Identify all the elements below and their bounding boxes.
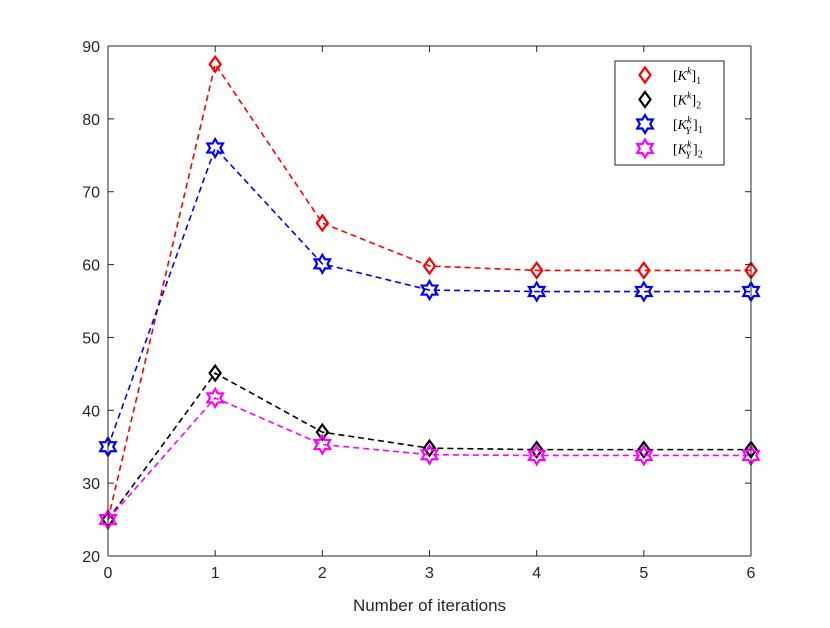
y-tick-label-50: 50 bbox=[82, 330, 100, 347]
x-axis-title: Number of iterations bbox=[353, 596, 506, 615]
x-tick-label-5: 5 bbox=[639, 565, 648, 582]
series-1-point-1 bbox=[208, 54, 223, 74]
legend-label-1: [Kk]1 bbox=[673, 66, 701, 87]
series-4-point-1 bbox=[205, 386, 225, 410]
x-tick-label-1: 1 bbox=[211, 565, 220, 582]
series-1-point-3 bbox=[422, 256, 437, 276]
y-tick-label-20: 20 bbox=[82, 549, 100, 566]
series-2-line bbox=[107, 372, 751, 521]
x-tick-label-3: 3 bbox=[425, 565, 434, 582]
series-3-point-4 bbox=[526, 280, 547, 303]
legend-label-4: [Kk Y]2 bbox=[673, 140, 703, 162]
series-3-line bbox=[107, 146, 751, 447]
legend-label-3: [Kk Y]1 bbox=[673, 115, 703, 137]
ticks-layer: 0 1 2 3 4 5 6 20 30 40 50 60 70 80 90 bbox=[82, 39, 755, 582]
x-tick-label-4: 4 bbox=[532, 565, 541, 582]
legend-label-2: [Kk]2 bbox=[673, 91, 701, 112]
legend-item-4: [Kk Y]2 bbox=[635, 137, 703, 162]
legend-item-2: [Kk]2 bbox=[638, 90, 701, 112]
y-tick-label-80: 80 bbox=[82, 112, 100, 129]
legend-marker-1 bbox=[638, 65, 652, 85]
x-tick-label-2: 2 bbox=[318, 565, 327, 582]
x-tick-label-6: 6 bbox=[747, 565, 756, 582]
series-4-point-5 bbox=[634, 444, 654, 467]
y-tick-label-40: 40 bbox=[82, 403, 100, 420]
y-tick-label-90: 90 bbox=[82, 39, 100, 56]
legend-marker-3 bbox=[635, 112, 655, 136]
series-3-point-5 bbox=[634, 280, 654, 303]
legend: [Kk]1 [Kk]2 [Kk Y]1 [Kk Y]2 bbox=[614, 60, 725, 166]
series-4-point-2 bbox=[312, 433, 333, 456]
series-4-point-4 bbox=[526, 444, 547, 467]
series-3-point-3 bbox=[419, 278, 440, 302]
series-2-point-2 bbox=[315, 422, 330, 442]
series-layer bbox=[98, 54, 761, 531]
y-tick-label-70: 70 bbox=[82, 185, 100, 202]
x-tick-label-0: 0 bbox=[104, 565, 113, 582]
y-tick-label-30: 30 bbox=[82, 476, 100, 493]
series-3-point-2 bbox=[312, 252, 333, 276]
series-3-point-1 bbox=[205, 136, 225, 160]
series-2-point-3 bbox=[422, 438, 437, 458]
series-1-point-2 bbox=[315, 213, 330, 233]
series-4-line bbox=[107, 396, 751, 521]
legend-item-1: [Kk]1 bbox=[638, 65, 701, 87]
series-2-point-4 bbox=[529, 440, 544, 459]
series-4-point-3 bbox=[419, 443, 440, 466]
series-1-line bbox=[107, 62, 751, 520]
legend-marker-2 bbox=[638, 90, 652, 109]
series-1-point-5 bbox=[636, 261, 651, 280]
legend-item-3: [Kk Y]1 bbox=[635, 112, 703, 137]
y-tick-label-60: 60 bbox=[82, 258, 100, 275]
legend-marker-4 bbox=[635, 137, 655, 160]
series-2-point-5 bbox=[636, 440, 651, 459]
legend-box bbox=[614, 60, 725, 166]
series-2-point-1 bbox=[208, 363, 223, 383]
series-1-point-4 bbox=[529, 261, 544, 280]
